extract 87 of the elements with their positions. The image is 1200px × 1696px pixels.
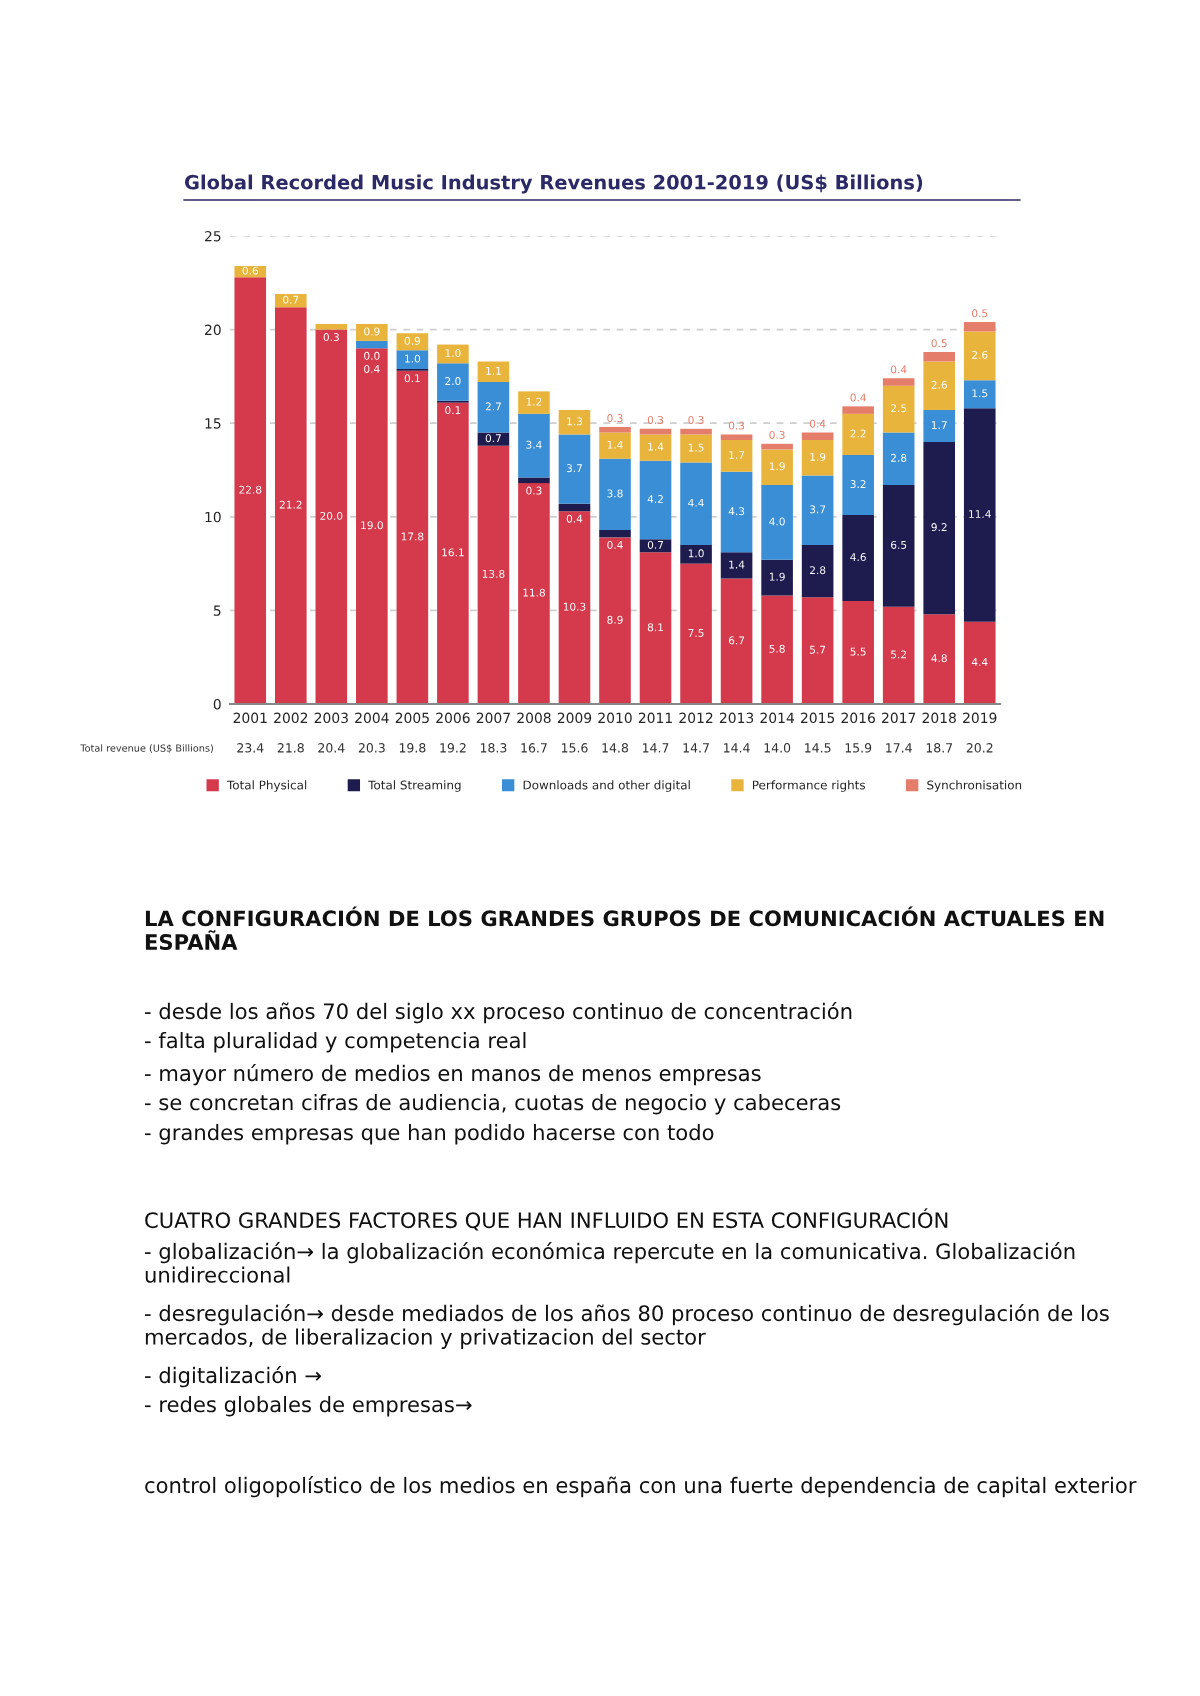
bar	[963, 380, 996, 409]
bar	[437, 402, 469, 704]
bar	[923, 410, 956, 442]
bar	[680, 544, 712, 564]
bar	[274, 307, 307, 704]
bar	[963, 331, 996, 381]
bar	[356, 348, 388, 704]
bar	[315, 323, 348, 330]
bar	[599, 537, 631, 704]
bar	[842, 455, 874, 515]
bar	[761, 443, 793, 450]
bar	[599, 458, 631, 530]
bar	[396, 333, 429, 351]
bar	[963, 621, 996, 704]
bar	[801, 544, 834, 598]
bar	[396, 350, 429, 369]
bar	[720, 578, 753, 704]
bar	[882, 606, 915, 704]
text: - falta pluralidad y competencia real	[145, 1032, 526, 1053]
bar	[801, 475, 834, 545]
bar	[720, 440, 753, 472]
bar	[558, 511, 591, 704]
text: - redes globales de empresas→	[145, 1396, 472, 1417]
text: - grandes empresas que han podido hacerse con todo	[145, 1124, 714, 1145]
bar	[842, 601, 874, 704]
bar	[680, 563, 712, 704]
text: - digitalización →	[145, 1366, 321, 1388]
bar	[558, 503, 591, 512]
chart-title: Global Recorded Music Industry Revenues 2001-2019 (US$ Billions)	[184, 174, 923, 194]
bar	[923, 361, 956, 411]
bar	[923, 441, 956, 615]
bar	[720, 552, 753, 579]
bar	[761, 449, 793, 485]
bar	[599, 426, 631, 433]
text: - globalización→ la globalización económica repercute en la comunicativa. Globalización unidireccional	[145, 1242, 1075, 1283]
bar	[882, 385, 915, 433]
bar	[680, 434, 712, 463]
bar	[356, 323, 388, 341]
bar	[963, 408, 996, 622]
bar	[518, 483, 550, 704]
bar	[518, 477, 550, 484]
bar	[599, 529, 631, 538]
bar	[477, 432, 510, 446]
bar	[599, 432, 631, 459]
bar	[761, 559, 793, 596]
bar	[518, 413, 550, 478]
text: - desde los años 70 del siglo xx proceso continuo de concentración	[145, 1002, 852, 1024]
bar	[274, 294, 307, 308]
text: - mayor número de medios en manos de menos empresas	[145, 1064, 761, 1086]
bar	[882, 432, 915, 485]
bar	[882, 378, 915, 386]
bar	[558, 434, 591, 504]
bar	[882, 484, 915, 607]
bar	[801, 440, 834, 476]
bar	[923, 352, 956, 362]
bar	[518, 391, 550, 414]
bar	[842, 413, 874, 456]
bar	[720, 434, 753, 441]
bar	[639, 552, 672, 704]
bar	[761, 484, 793, 560]
bar	[477, 445, 510, 704]
text: CUATRO GRANDES FACTORES QUE HAN INFLUIDO EN ESTA CONFIGURACIÓN	[145, 1208, 948, 1231]
bar	[680, 462, 712, 545]
bar	[356, 340, 388, 349]
bar	[639, 460, 672, 540]
bar	[842, 514, 874, 602]
text: - desregulación→ desde mediados de los años 80 proceso continuo de desregulación de los mercados, de liberalizacion y privatizacion del sector	[145, 1304, 1109, 1349]
bar	[477, 361, 510, 383]
bar	[558, 410, 591, 435]
text: - se concretan cifras de audiencia, cuotas de negocio y cabeceras	[145, 1094, 841, 1115]
bar	[720, 471, 753, 553]
bar	[437, 363, 469, 401]
bar	[315, 329, 348, 704]
bar	[680, 428, 712, 435]
bar	[396, 370, 429, 704]
bar	[801, 597, 834, 704]
bar	[477, 382, 510, 433]
bar	[639, 434, 672, 461]
bar	[842, 406, 874, 414]
bar	[923, 614, 956, 704]
bar	[761, 595, 793, 704]
bar	[234, 277, 267, 704]
bar	[963, 322, 996, 332]
text: control oligopolístico de los medios en españa con una fuerte dependencia de capital exterior	[145, 1476, 1137, 1498]
bar	[801, 432, 834, 441]
bar	[437, 344, 469, 364]
text: LA CONFIGURACIÓN DE LOS GRANDES GRUPOS DE COMUNICACIÓN ACTUALES EN ESPAÑA	[145, 906, 1104, 950]
